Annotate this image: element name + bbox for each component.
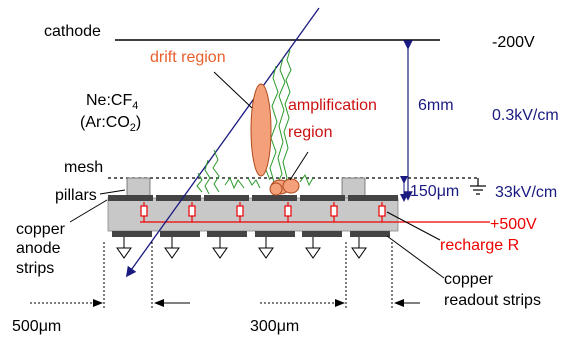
substrate bbox=[107, 197, 399, 232]
gas-label-2: (Ar:CO2) bbox=[80, 114, 141, 134]
cathode-voltage: -200V bbox=[492, 34, 535, 51]
drift-region-label: drift region bbox=[150, 49, 226, 66]
pillars-pointer bbox=[99, 189, 126, 195]
amp-pointer bbox=[289, 151, 309, 181]
pitch-readout-label: 500μm bbox=[12, 318, 61, 335]
recharge-label: recharge R bbox=[440, 237, 519, 254]
cathode-label: cathode bbox=[44, 23, 101, 40]
particle-track bbox=[125, 7, 320, 278]
amp-region-label-1: amplification bbox=[288, 97, 377, 114]
amp-region-label-2: region bbox=[288, 124, 332, 141]
pitch-readout-dimension bbox=[30, 242, 190, 310]
drift-cloud bbox=[250, 83, 272, 177]
readout-amplifiers bbox=[116, 237, 367, 259]
drift-gap-label: 6mm bbox=[418, 97, 454, 114]
readout-label-2: readout strips bbox=[444, 292, 541, 309]
anode-strips bbox=[108, 195, 398, 201]
recharge-pointer bbox=[386, 211, 441, 241]
gas-label-1: Ne:CF4 bbox=[86, 92, 138, 112]
anode-voltage-label: +500V bbox=[490, 216, 537, 233]
anode-label-2: anode bbox=[16, 240, 61, 257]
pitch-anode-label: 300μm bbox=[250, 318, 299, 335]
amp-field-label: 33kV/cm bbox=[495, 184, 557, 201]
ground-icon bbox=[470, 178, 486, 195]
anode-label-3: strips bbox=[16, 260, 54, 277]
pitch-anode-dimension bbox=[260, 242, 420, 310]
readout-strips bbox=[112, 231, 390, 237]
recharge-resistors bbox=[140, 202, 386, 222]
pillars-label: pillars bbox=[55, 187, 97, 204]
readout-label-1: copper bbox=[444, 271, 494, 288]
avalanche-blob bbox=[269, 178, 300, 196]
readout-pointer bbox=[386, 235, 445, 279]
anode-pointer bbox=[69, 199, 108, 223]
anode-label-1: copper bbox=[16, 221, 66, 238]
drift-electrons bbox=[196, 49, 314, 195]
mesh-label: mesh bbox=[64, 159, 103, 176]
drift-field-label: 0.3kV/cm bbox=[492, 107, 559, 124]
drift-cloud-pointer bbox=[213, 71, 253, 109]
amp-gap-label: 150μm bbox=[410, 183, 459, 200]
